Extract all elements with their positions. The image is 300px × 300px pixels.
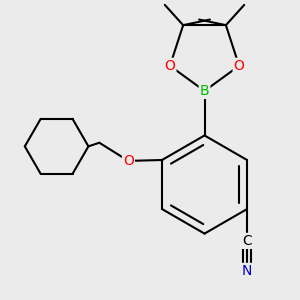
Text: B: B <box>200 84 209 98</box>
Text: O: O <box>164 59 175 73</box>
Text: O: O <box>123 154 134 168</box>
Text: C: C <box>242 234 252 248</box>
Text: N: N <box>242 264 252 278</box>
Text: O: O <box>234 59 244 73</box>
